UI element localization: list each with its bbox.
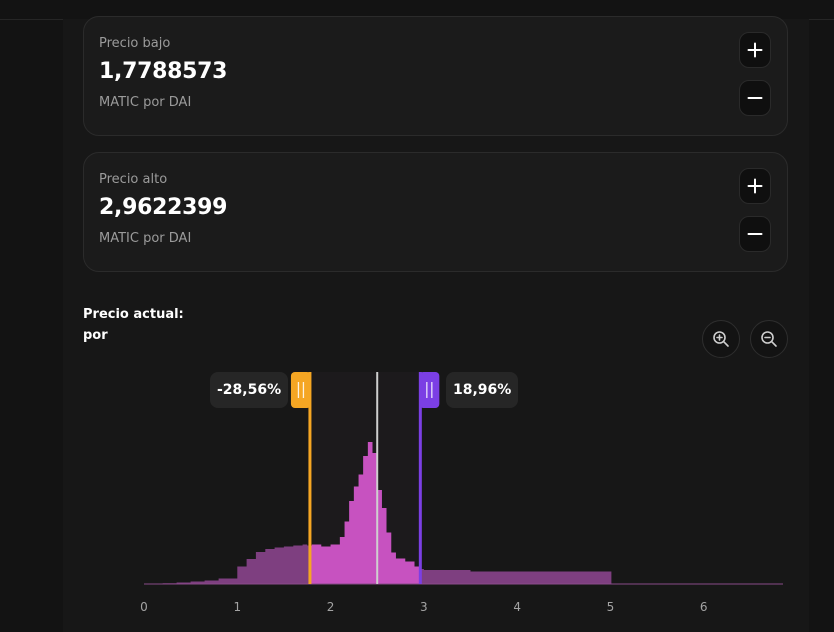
high-price-increase-button[interactable] (739, 168, 771, 204)
x-tick-label: 5 (607, 600, 615, 614)
liquidity-area (144, 442, 783, 584)
minus-icon (747, 97, 763, 99)
x-tick-label: 1 (233, 600, 241, 614)
low-price-value[interactable]: 1,7788573 (99, 59, 228, 84)
liquidity-area-in-range (309, 442, 421, 584)
low-price-decrease-button[interactable] (739, 80, 771, 116)
zoom-out-icon (761, 331, 777, 347)
high-range-percent: 18,96% (446, 372, 519, 408)
plus-icon (747, 42, 763, 58)
high-price-card: Precio alto 2,9622399 MATIC por DAI (83, 152, 788, 272)
low-price-label: Precio bajo (99, 36, 171, 51)
x-tick-label: 4 (513, 600, 521, 614)
high-price-value[interactable]: 2,9622399 (99, 195, 228, 220)
current-price-unit: por (83, 328, 108, 343)
high-price-handle (419, 372, 440, 408)
x-tick-label: 3 (420, 600, 428, 614)
current-price-label: Precio actual: (83, 307, 184, 322)
low-price-card: Precio bajo 1,7788573 MATIC por DAI (83, 16, 788, 136)
x-tick-label: 6 (700, 600, 708, 614)
x-tick-label: 2 (327, 600, 335, 614)
high-price-label: Precio alto (99, 172, 168, 187)
low-price-unit: MATIC por DAI (99, 95, 192, 110)
low-range-percent: -28,56% (210, 372, 289, 408)
zoom-in-icon (713, 331, 729, 347)
high-price-unit: MATIC por DAI (99, 231, 192, 246)
zoom-in-button[interactable] (702, 320, 740, 358)
low-price-increase-button[interactable] (739, 32, 771, 68)
low-price-handle (290, 372, 311, 408)
zoom-out-button[interactable] (750, 320, 788, 358)
x-tick-label: 0 (140, 600, 148, 614)
plus-icon (747, 178, 763, 194)
minus-icon (747, 233, 763, 235)
high-price-decrease-button[interactable] (739, 216, 771, 252)
